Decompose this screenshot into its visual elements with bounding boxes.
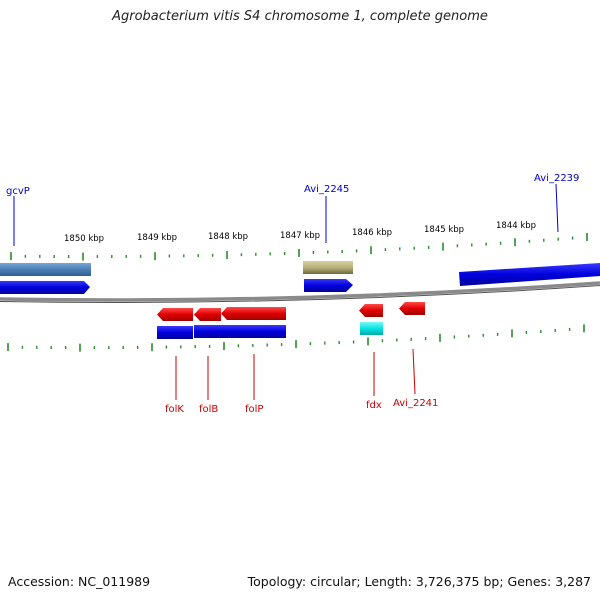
label-fdx[interactable]: fdx	[366, 400, 382, 411]
cds-avi2239-bar[interactable]	[459, 263, 600, 286]
label-folb[interactable]: folB	[199, 404, 218, 415]
gene-fdx-cyan-bar[interactable]	[360, 322, 383, 335]
reverse-features	[157, 302, 425, 339]
scale-label-1847: 1847 kbp	[280, 231, 320, 241]
chromosome-backbone-shadow	[0, 285, 600, 303]
scale-label-1844: 1844 kbp	[496, 221, 536, 231]
forward-features	[0, 261, 600, 294]
scale-label-1848: 1848 kbp	[208, 232, 248, 242]
label-avi2245[interactable]: Avi_2245	[304, 184, 349, 195]
label-avi2239[interactable]: Avi_2239	[534, 173, 579, 184]
scale-label-1849: 1849 kbp	[137, 233, 177, 243]
gene-labels: gcvP Avi_2245 Avi_2239 folK folB folP fd…	[6, 173, 579, 415]
cds-folbp-bar[interactable]	[194, 325, 286, 338]
label-folk[interactable]: folK	[165, 404, 184, 415]
chromosome-backbone	[0, 281, 600, 302]
gene-fdx-arrow[interactable]	[359, 304, 383, 317]
cds-gcvp-arrow[interactable]	[0, 281, 90, 294]
scale-ticks-top	[10, 233, 588, 261]
scale-label-1850: 1850 kbp	[64, 234, 104, 244]
label-folp[interactable]: folP	[245, 404, 263, 415]
accession-text: Accession: NC_011989	[8, 574, 151, 589]
label-avi2241[interactable]: Avi_2241	[393, 398, 438, 409]
leader-avi2241	[412, 348, 416, 395]
scale-label-1846: 1846 kbp	[352, 228, 392, 238]
label-gcvp[interactable]: gcvP	[6, 186, 30, 197]
genome-summary-text: Topology: circular; Length: 3,726,375 bp…	[247, 574, 591, 589]
gene-avi2245-bar[interactable]	[303, 261, 353, 274]
scale-label-1845: 1845 kbp	[424, 225, 464, 235]
gene-folk-arrow[interactable]	[157, 308, 193, 321]
cds-avi2245-arrow[interactable]	[304, 279, 353, 292]
label-leaders	[13, 183, 559, 400]
genome-title: Agrobacterium vitis S4 chromosome 1, com…	[112, 9, 488, 24]
gene-gcvp-bar[interactable]	[0, 263, 91, 276]
cds-folk-bar[interactable]	[157, 326, 193, 339]
gene-avi2241-arrow[interactable]	[399, 302, 425, 315]
leader-avi2239	[555, 183, 559, 233]
scale-labels: 1850 kbp 1849 kbp 1848 kbp 1847 kbp 1846…	[64, 221, 536, 244]
scale-ticks-bottom	[7, 324, 585, 352]
gene-folb-arrow[interactable]	[194, 308, 221, 321]
gene-folp-arrow[interactable]	[221, 307, 286, 320]
